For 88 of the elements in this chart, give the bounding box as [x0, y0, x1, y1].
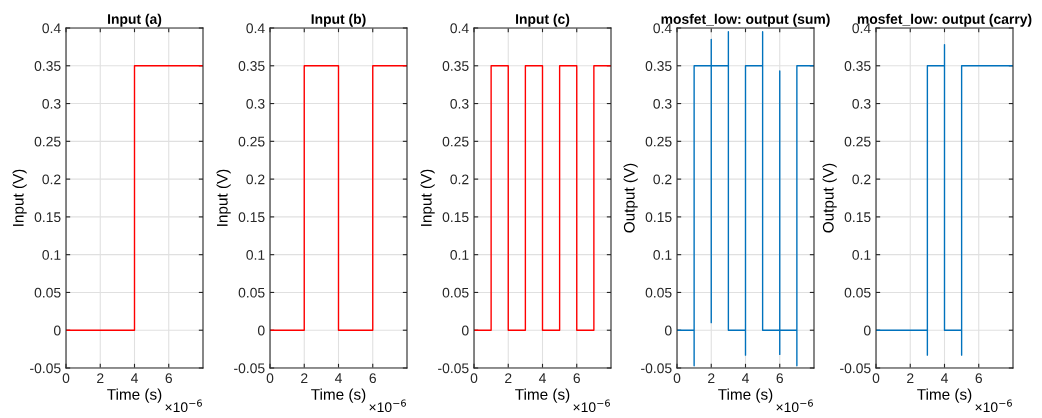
x-axis-title: Time (s) — [107, 388, 162, 403]
y-tick-label: 0.05 — [34, 287, 61, 298]
y-axis-title: Input (V) — [12, 169, 27, 226]
y-tick-label: 0 — [461, 325, 469, 336]
x-tick-label: 0 — [673, 373, 681, 384]
x-tick-label: 4 — [538, 373, 546, 383]
line-series — [677, 31, 814, 367]
y-tick-label: 0.3 — [450, 98, 469, 109]
x-tick-label: 6 — [573, 373, 580, 384]
x-tick-label: 2 — [907, 373, 914, 383]
x-axis-title: Time (s) — [718, 388, 773, 403]
y-tick-label: 0.05 — [645, 287, 672, 298]
line-series — [876, 43, 1013, 356]
text: ×10$^{−6}$ — [573, 399, 610, 413]
y-tick-label: 0.3 — [42, 98, 61, 109]
y-tick-label: 0.05 — [442, 287, 469, 298]
y-tick-label: 0.25 — [844, 136, 871, 147]
y-tick-label: 0.15 — [238, 212, 265, 223]
y-tick-label: 0.1 — [246, 250, 265, 260]
y-tick-label: 0.4 — [246, 23, 265, 34]
y-tick-label: -0.05 — [438, 363, 469, 374]
y-tick-label: 0.4 — [42, 23, 61, 34]
y-tick-label: 0 — [53, 325, 61, 336]
x-axis-title: Time (s) — [311, 388, 366, 403]
y-tick-label: 0.3 — [852, 98, 871, 109]
y-tick-label: 0.35 — [844, 61, 871, 71]
y-tick-label: 0.25 — [34, 136, 61, 147]
x-tick-label: 4 — [130, 373, 138, 383]
y-tick-label: 0.35 — [238, 61, 265, 71]
y-tick-label: 0.15 — [34, 212, 61, 223]
x-axis-title: Time (s) — [917, 388, 972, 403]
y-tick-label: 0.1 — [653, 250, 672, 260]
y-tick-label: 0.15 — [844, 212, 871, 223]
x-tick-label: 4 — [741, 373, 749, 383]
x-tick-label: 6 — [975, 373, 982, 384]
y-axis-title: Output (V) — [623, 163, 638, 233]
x-tick-label: 2 — [708, 373, 715, 383]
text: ×10$^{−6}$ — [369, 399, 406, 413]
chart-title: Input (c) — [516, 13, 570, 27]
y-tick-label: 0.2 — [42, 174, 61, 185]
x-tick-label: 2 — [97, 373, 104, 383]
text: ×10$^{−6}$ — [975, 399, 1012, 413]
x-axis-title: Time (s) — [515, 388, 570, 403]
y-tick-label: 0.1 — [852, 250, 871, 260]
x-tick-label: 0 — [62, 373, 70, 384]
x-tick-label: 4 — [334, 373, 342, 383]
text: ×10$^{−6}$ — [776, 399, 813, 413]
y-tick-label: 0.05 — [844, 287, 871, 298]
x-tick-label: 2 — [301, 373, 308, 383]
y-tick-label: -0.05 — [641, 363, 672, 374]
y-tick-label: 0 — [863, 325, 871, 336]
x-tick-label: 2 — [505, 373, 512, 383]
y-axis-title: Input (V) — [216, 169, 231, 226]
y-tick-label: 0.2 — [852, 174, 871, 185]
y-tick-label: 0.25 — [442, 136, 469, 147]
x-tick-label: 0 — [470, 373, 478, 384]
y-tick-label: 0.2 — [246, 174, 265, 185]
y-tick-label: 0.25 — [645, 136, 672, 147]
x-tick-label: 0 — [266, 373, 274, 384]
y-tick-label: 0.15 — [442, 212, 469, 223]
y-tick-label: 0.4 — [450, 23, 469, 34]
y-tick-label: -0.05 — [30, 363, 61, 374]
y-tick-label: 0.3 — [653, 98, 672, 109]
y-tick-label: 0.25 — [238, 136, 265, 147]
chart-title: Input (a) — [108, 13, 162, 27]
y-tick-label: 0.1 — [450, 250, 469, 260]
y-tick-label: 0 — [257, 325, 265, 336]
y-tick-label: 0 — [664, 325, 672, 336]
y-axis-title: Input (V) — [420, 169, 435, 226]
y-tick-label: 0.35 — [442, 61, 469, 71]
y-tick-label: 0.1 — [42, 250, 61, 260]
y-axis-title: Output (V) — [822, 163, 837, 233]
text: ×10$^{−6}$ — [165, 399, 202, 413]
y-tick-label: -0.05 — [234, 363, 265, 374]
x-tick-label: 6 — [776, 373, 783, 384]
y-tick-label: 0.2 — [450, 174, 469, 185]
x-tick-label: 4 — [940, 373, 948, 383]
y-tick-label: 0.35 — [645, 61, 672, 71]
x-tick-label: 0 — [872, 373, 880, 384]
chart-title: Input (b) — [311, 13, 366, 27]
x-tick-label: 6 — [165, 373, 172, 384]
y-tick-label: 0.15 — [645, 212, 672, 223]
y-tick-label: 0.35 — [34, 61, 61, 71]
y-tick-label: 0.3 — [246, 98, 265, 109]
y-tick-label: -0.05 — [840, 363, 871, 374]
y-tick-label: 0.05 — [238, 287, 265, 298]
y-tick-label: 0.2 — [653, 174, 672, 185]
x-tick-label: 6 — [369, 373, 376, 384]
